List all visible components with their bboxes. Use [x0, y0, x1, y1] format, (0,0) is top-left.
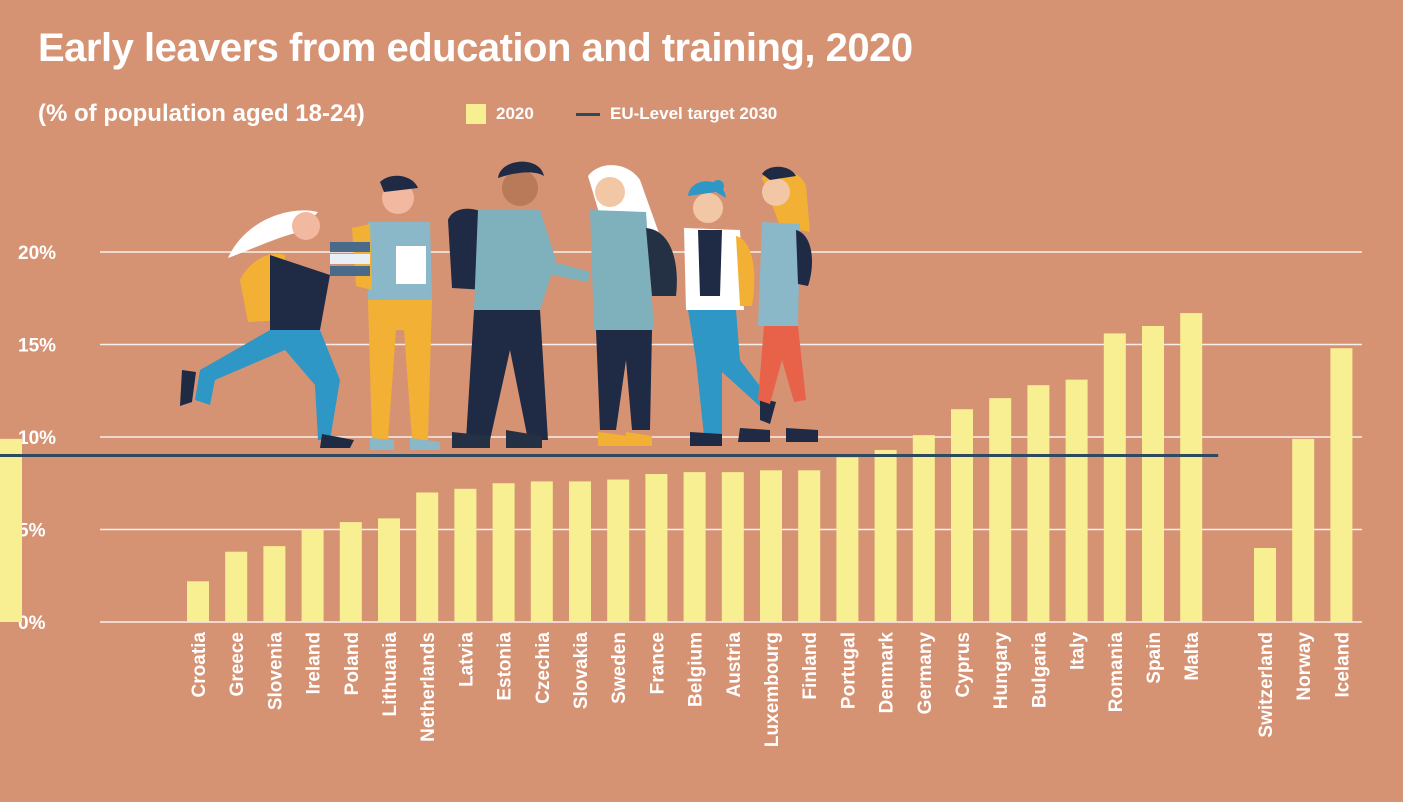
x-tick-label-switzerland: Switzerland — [1256, 632, 1277, 738]
student-5-icon — [684, 180, 776, 446]
bar-iceland — [1330, 348, 1353, 622]
x-tick-label-lithuania: Lithuania — [380, 632, 401, 717]
x-tick-label-finland: Finland — [800, 632, 821, 700]
x-tick-label-malta: Malta — [1182, 632, 1203, 681]
x-tick-label-italy: Italy — [1068, 632, 1089, 670]
bar-portugal — [836, 457, 859, 622]
x-tick-label-france: France — [647, 632, 668, 694]
x-tick-label-czechia: Czechia — [533, 632, 554, 704]
student-4-icon — [588, 165, 677, 446]
x-tick-label-luxembourg: Luxembourg — [762, 632, 783, 747]
bar-finland — [798, 470, 821, 622]
x-tick-label-cyprus: Cyprus — [953, 632, 974, 697]
bar-austria — [721, 472, 744, 622]
bar-france — [645, 474, 668, 622]
y-tick-label: 10% — [18, 428, 56, 449]
bar-switzerland — [1254, 548, 1276, 622]
chart-subtitle: (% of population aged 18-24) — [38, 100, 365, 127]
y-tick-label: 0% — [18, 613, 46, 634]
y-tick-label: 5% — [18, 521, 46, 542]
student-2-icon — [330, 175, 440, 450]
legend-label-target: EU-Level target 2030 — [610, 104, 778, 123]
bar-sweden — [607, 479, 630, 622]
bar-luxembourg — [760, 470, 782, 622]
bar-spain — [1142, 326, 1164, 622]
legend-label-2020: 2020 — [496, 104, 534, 123]
chart-title: Early leavers from education and trainin… — [38, 26, 913, 70]
x-axis-labels: EUCroatiaGreeceSloveniaIrelandPolandLith… — [189, 632, 1353, 747]
x-tick-label-iceland: Iceland — [1332, 632, 1353, 697]
x-tick-label-slovakia: Slovakia — [571, 632, 592, 710]
bar-estonia — [492, 483, 515, 622]
bar-malta — [1180, 313, 1203, 622]
student-6-icon — [738, 166, 818, 442]
legend-line-icon — [576, 112, 600, 116]
bar-hungary — [989, 398, 1012, 622]
bar-croatia — [187, 581, 209, 622]
bar-belgium — [683, 472, 706, 622]
x-tick-label-sweden: Sweden — [609, 632, 630, 704]
bar-poland — [339, 522, 362, 622]
bar-eu — [0, 438, 22, 622]
x-tick-label-greece: Greece — [227, 632, 248, 696]
y-tick-label: 15% — [18, 336, 56, 357]
x-tick-label-estonia: Estonia — [495, 632, 516, 701]
bar-italy — [1065, 379, 1088, 622]
legend-swatch-icon — [466, 104, 486, 124]
bar-cyprus — [951, 409, 973, 622]
student-1-icon — [180, 210, 354, 448]
x-tick-label-hungary: Hungary — [991, 632, 1012, 710]
bar-slovenia — [263, 546, 286, 622]
x-tick-label-netherlands: Netherlands — [418, 632, 439, 742]
bar-lithuania — [378, 518, 400, 622]
x-tick-label-romania: Romania — [1106, 632, 1127, 713]
bar-latvia — [454, 488, 477, 622]
x-tick-label-germany: Germany — [915, 632, 936, 715]
x-tick-label-bulgaria: Bulgaria — [1029, 632, 1050, 708]
bar-norway — [1292, 438, 1315, 622]
y-axis-labels: 0% 5% 10% 15% 20% — [18, 243, 56, 634]
x-tick-label-latvia: Latvia — [456, 632, 477, 687]
bar-romania — [1103, 333, 1126, 622]
bar-germany — [912, 435, 935, 622]
x-tick-label-croatia: Croatia — [189, 632, 210, 698]
x-tick-label-spain: Spain — [1144, 632, 1165, 684]
x-tick-label-denmark: Denmark — [877, 632, 898, 714]
legend-item-target: EU-Level target 2030 — [576, 104, 777, 124]
bars — [0, 313, 1353, 622]
student-3-icon — [448, 161, 590, 448]
x-tick-label-belgium: Belgium — [686, 632, 707, 707]
students-illustration — [180, 161, 818, 450]
legend-item-2020: 2020 — [466, 104, 534, 124]
bar-netherlands — [416, 492, 439, 622]
x-tick-label-ireland: Ireland — [304, 632, 325, 694]
bar-denmark — [874, 449, 897, 622]
bar-czechia — [530, 481, 553, 622]
x-tick-label-austria: Austria — [724, 632, 745, 698]
x-tick-label-portugal: Portugal — [838, 632, 859, 709]
bar-greece — [225, 551, 248, 622]
x-tick-label-slovenia: Slovenia — [265, 632, 286, 711]
x-tick-label-norway: Norway — [1294, 632, 1315, 701]
bar-slovakia — [569, 481, 591, 622]
x-tick-label-poland: Poland — [342, 632, 363, 695]
y-tick-label: 20% — [18, 243, 56, 264]
bar-ireland — [301, 529, 324, 622]
bar-bulgaria — [1027, 385, 1050, 622]
